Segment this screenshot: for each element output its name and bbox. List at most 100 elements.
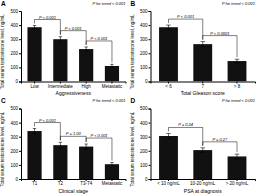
panel-label: A (1, 0, 6, 7)
error-bar (200, 42, 205, 47)
bracket-line (168, 127, 202, 145)
error-bar (235, 59, 240, 63)
annotation: P for trend < 0.001 (92, 1, 125, 6)
y-tick: 200 (10, 149, 21, 154)
x-tick: Intermediate (48, 82, 74, 89)
x-axis-title: Clinical stage (58, 188, 88, 194)
bar (105, 66, 119, 82)
marks (27, 129, 119, 179)
y-tick: 400 (10, 23, 21, 28)
x-tick: T3-T4 (80, 179, 92, 186)
y-tick: 100 (10, 65, 21, 70)
y-tick-mark (149, 82, 151, 83)
x-axis-title: PSA at diagnosis (184, 188, 222, 194)
y-tick: 200 (140, 51, 151, 56)
x-tick-label: > 20 ng/mL (226, 181, 249, 186)
y-tick-mark (149, 109, 151, 110)
panel: 0100200300400500< 67> 8P < 0.001P < 0.00… (130, 0, 256, 96)
y-tick-label: 0 (145, 177, 148, 182)
y-tick-mark (149, 137, 151, 138)
error-bar (59, 142, 62, 148)
y-tick-mark (149, 151, 151, 152)
y-tick: 400 (140, 121, 151, 126)
bar (193, 150, 212, 179)
x-tick: 10-20 ng/mL (190, 179, 216, 186)
error-bar (110, 163, 113, 166)
y-axis-title: Total serum testosterone level, ng/mL (130, 111, 135, 186)
x-tick: Low (30, 82, 39, 89)
x-tick-label: 10-20 ng/mL (190, 181, 216, 186)
bracket-line (168, 19, 202, 39)
x-tick-label: T1 (32, 181, 38, 186)
y-tick-label: 0 (145, 79, 148, 84)
x-tick-label: T2 (58, 181, 64, 186)
y-tick-mark (149, 11, 151, 12)
bracket-label: P < 0.001 (65, 26, 82, 31)
y-tick: 500 (10, 106, 21, 111)
y-tick-label: 400 (10, 23, 18, 28)
x-axis-title: Total Gleason score (181, 90, 225, 96)
x-tick-label: High (82, 84, 92, 89)
y-axis: 0100200300400500 (140, 9, 151, 85)
y-tick-mark (19, 137, 21, 138)
panel-label: B (131, 0, 136, 7)
x-tick: 7 (201, 82, 204, 89)
error-bar (235, 154, 240, 159)
error-bar (33, 26, 36, 29)
x-tick: > 8 (234, 82, 241, 89)
bracket-label: P = 0.24 (178, 122, 194, 127)
x-tick-label: Metastatic (102, 181, 123, 186)
y-tick-label: 200 (140, 51, 148, 56)
y-tick-label: 400 (140, 121, 148, 126)
y-tick: 0 (145, 177, 151, 182)
chart-svg: 0 100 200 300 400 500 Low Intermediate High Metas… (0, 0, 259, 195)
x-tick: < 6 (165, 82, 172, 89)
x-tick: High (82, 82, 92, 89)
x-tick: T2 (58, 179, 64, 186)
error-bar (33, 129, 36, 134)
bar (53, 39, 67, 81)
x-axis-title: Aggressiveness (56, 90, 92, 96)
x-tick-label: Low (30, 84, 39, 89)
y-tick-label: 500 (10, 106, 18, 111)
y-tick-label: 0 (15, 177, 18, 182)
y-tick: 0 (15, 177, 21, 182)
x-tick: Metastatic (102, 82, 123, 89)
brackets: P < 0.001P = 1.00P < 0.001 (35, 118, 112, 161)
y-tick-label: 100 (140, 163, 148, 168)
x-tick: < 10 ng/mL (157, 179, 180, 186)
y-axis-line (149, 109, 152, 180)
y-tick-mark (149, 67, 151, 68)
y-tick-label: 100 (10, 65, 18, 70)
error-bar (200, 148, 205, 153)
y-tick: 300 (140, 135, 151, 140)
y-axis: 0100200300400500 (10, 106, 21, 182)
plot-area: 0100200300400500T1T2T3-T4MetastaticP < 0… (10, 106, 126, 186)
y-tick-mark (19, 11, 21, 12)
y-tick-mark (19, 179, 21, 180)
error-bar (166, 25, 171, 29)
x-axis: < 6 7 > 8 (151, 82, 256, 89)
y-tick: 200 (140, 149, 151, 154)
error-bar (59, 37, 62, 42)
y-tick: 400 (140, 23, 151, 28)
y-tick-mark (19, 25, 21, 26)
bar (79, 49, 93, 81)
error-bar (166, 133, 171, 138)
x-tick-label: < 10 ng/mL (157, 181, 180, 186)
bracket-label: P = 1.00 (66, 131, 82, 136)
error-bar (84, 47, 87, 51)
y-tick-label: 200 (140, 149, 148, 154)
panel: 0100200300400500LowIntermediateHighMetas… (0, 0, 126, 96)
chart-container: 0 100 200 300 400 500 Low Intermediate High Metas… (0, 0, 259, 195)
y-tick: 100 (140, 163, 151, 168)
y-tick-label: 300 (140, 135, 148, 140)
y-tick-mark (19, 82, 21, 83)
y-tick-mark (19, 165, 21, 166)
panel-label: C (1, 97, 6, 104)
y-tick-label: 200 (10, 149, 18, 154)
bar (228, 61, 247, 81)
y-axis-title: Total serum testosterone level, ng/mL (130, 14, 135, 89)
bracket-label: P < 0.001 (91, 133, 108, 138)
error-bar (110, 64, 113, 67)
